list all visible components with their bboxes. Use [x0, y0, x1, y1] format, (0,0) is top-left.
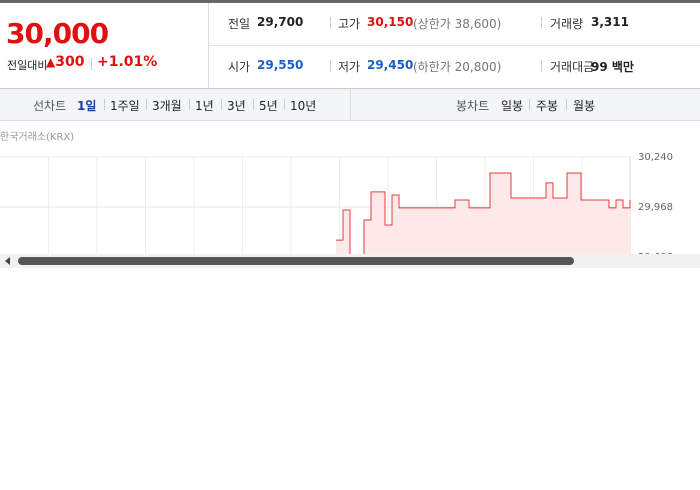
stat-value: 29,550	[257, 58, 304, 72]
chart-tabs: 선차트 1일 1주일 3개월 1년 3년 5년 10년 봉차트 일봉 주봉 월봉	[0, 89, 700, 121]
stat-label: 전일	[228, 17, 251, 31]
candle-chart-label: 봉차트	[456, 99, 490, 113]
change-value: 300	[55, 54, 85, 70]
change: ▲300	[46, 54, 85, 70]
separator	[221, 99, 222, 110]
change-label: 전일대비	[7, 59, 48, 72]
separator	[253, 99, 254, 110]
stat-note: (하한가 20,800)	[413, 60, 502, 74]
y-tick-label: 29,696	[638, 252, 673, 254]
scroll-thumb[interactable]	[18, 257, 574, 265]
tab[interactable]: 일봉	[501, 99, 524, 113]
tab[interactable]: 10년	[290, 99, 317, 113]
separator	[566, 99, 567, 110]
separator	[330, 60, 331, 72]
stat-value: 29,700	[257, 15, 304, 29]
row-divider	[209, 45, 700, 46]
tab[interactable]: 주봉	[536, 99, 559, 113]
line-chart-label: 선차트	[33, 99, 67, 113]
area	[336, 172, 630, 254]
stat-label: 거래대금	[550, 60, 595, 74]
change-rate: +1.01%	[97, 54, 158, 70]
y-tick-label: 29,968	[638, 202, 673, 213]
tab[interactable]: 월봉	[573, 99, 596, 113]
stat-value: 30,150	[367, 15, 414, 29]
separator	[284, 99, 285, 110]
tab[interactable]: 1년	[195, 99, 214, 113]
tab[interactable]: 3년	[227, 99, 246, 113]
stat-value: 99 백만	[591, 60, 634, 74]
separator	[146, 99, 147, 110]
separator	[189, 99, 190, 110]
separator	[529, 99, 530, 110]
scrollbar[interactable]	[0, 254, 700, 268]
stat-label: 저가	[338, 60, 361, 74]
top-border	[0, 0, 700, 3]
stat-note: (상한가 38,600)	[413, 17, 502, 31]
separator	[330, 17, 331, 29]
stat-value: 3,311	[591, 15, 629, 29]
stats: 전일 29,700 고가 30,150 (상한가 38,600) 거래량 3,311 시가 29…	[209, 3, 700, 89]
stat-value: 29,450	[367, 58, 414, 72]
price-box: 30,000 전일대비 ▲300 +1.01%	[0, 3, 209, 89]
tab[interactable]: 1일	[77, 99, 97, 113]
separator	[541, 60, 542, 72]
tab[interactable]: 3개월	[152, 99, 182, 113]
stat-label: 시가	[228, 60, 251, 74]
chart: 한국거래소(KRX) 30,240 29,968 29,696	[0, 131, 673, 254]
stat-label: 고가	[338, 17, 361, 31]
price-line	[336, 172, 631, 254]
stat-label: 거래량	[550, 17, 584, 31]
divider	[350, 89, 351, 120]
chart-source: 한국거래소(KRX)	[0, 131, 74, 143]
tab[interactable]: 1주일	[110, 99, 140, 113]
separator	[541, 17, 542, 29]
y-tick-label: 30,240	[638, 152, 673, 163]
current-price: 30,000	[6, 17, 109, 50]
separator	[104, 99, 105, 110]
tab[interactable]: 5년	[259, 99, 278, 113]
scroll-left[interactable]	[5, 257, 10, 265]
